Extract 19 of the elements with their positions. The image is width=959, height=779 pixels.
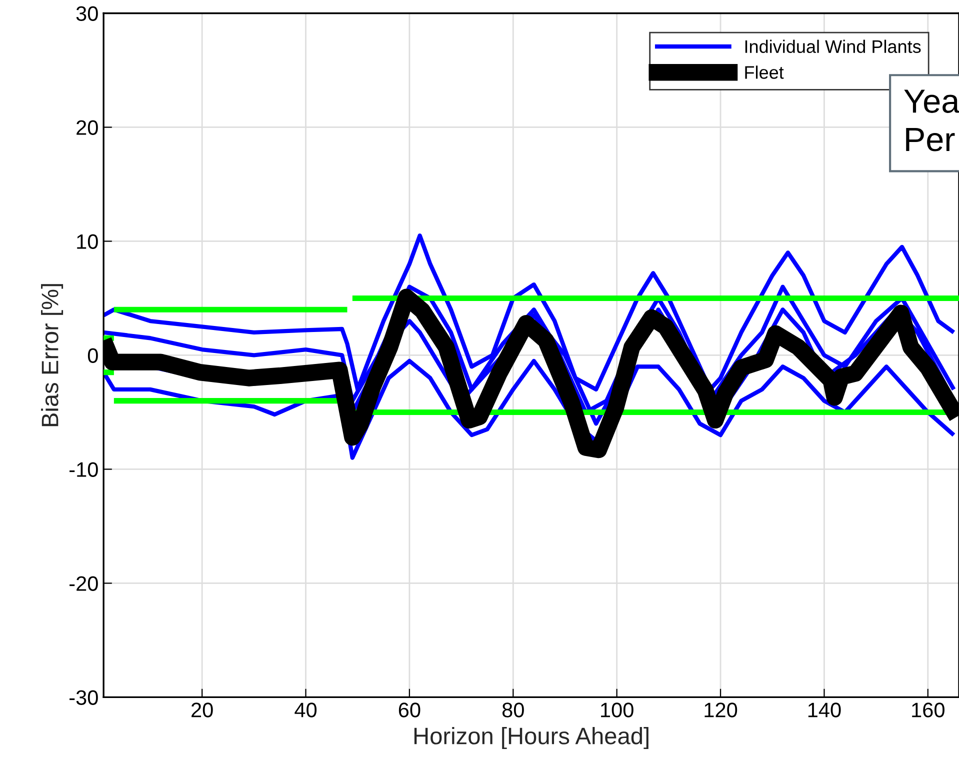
x-tick-label: 160 <box>912 702 944 718</box>
x-tick-label: 140 <box>808 702 841 718</box>
x-tick-label: 20 <box>192 702 213 718</box>
x-tick-label: 80 <box>502 702 524 718</box>
x-axis-title: Horizon [Hours Ahead] <box>414 727 648 750</box>
y-tick-label: -30 <box>70 690 98 705</box>
x-tick-label: 60 <box>398 702 420 718</box>
y-tick-label: 10 <box>77 234 98 249</box>
legend-label: Individual Wind Plants <box>745 40 921 54</box>
legend-label: Fleet <box>745 66 784 79</box>
x-tick-label: 40 <box>294 702 317 718</box>
y-tick-label: -10 <box>70 462 98 477</box>
x-tick-label: 100 <box>601 702 634 718</box>
y-tick-label: 20 <box>76 120 98 135</box>
y-tick-label: 0 <box>88 348 98 363</box>
y-tick-label: 30 <box>76 6 98 21</box>
x-tick-label: 120 <box>704 702 738 718</box>
y-axis-title: Bias Error [%] <box>41 284 64 426</box>
y-tick-label: -20 <box>70 576 98 591</box>
